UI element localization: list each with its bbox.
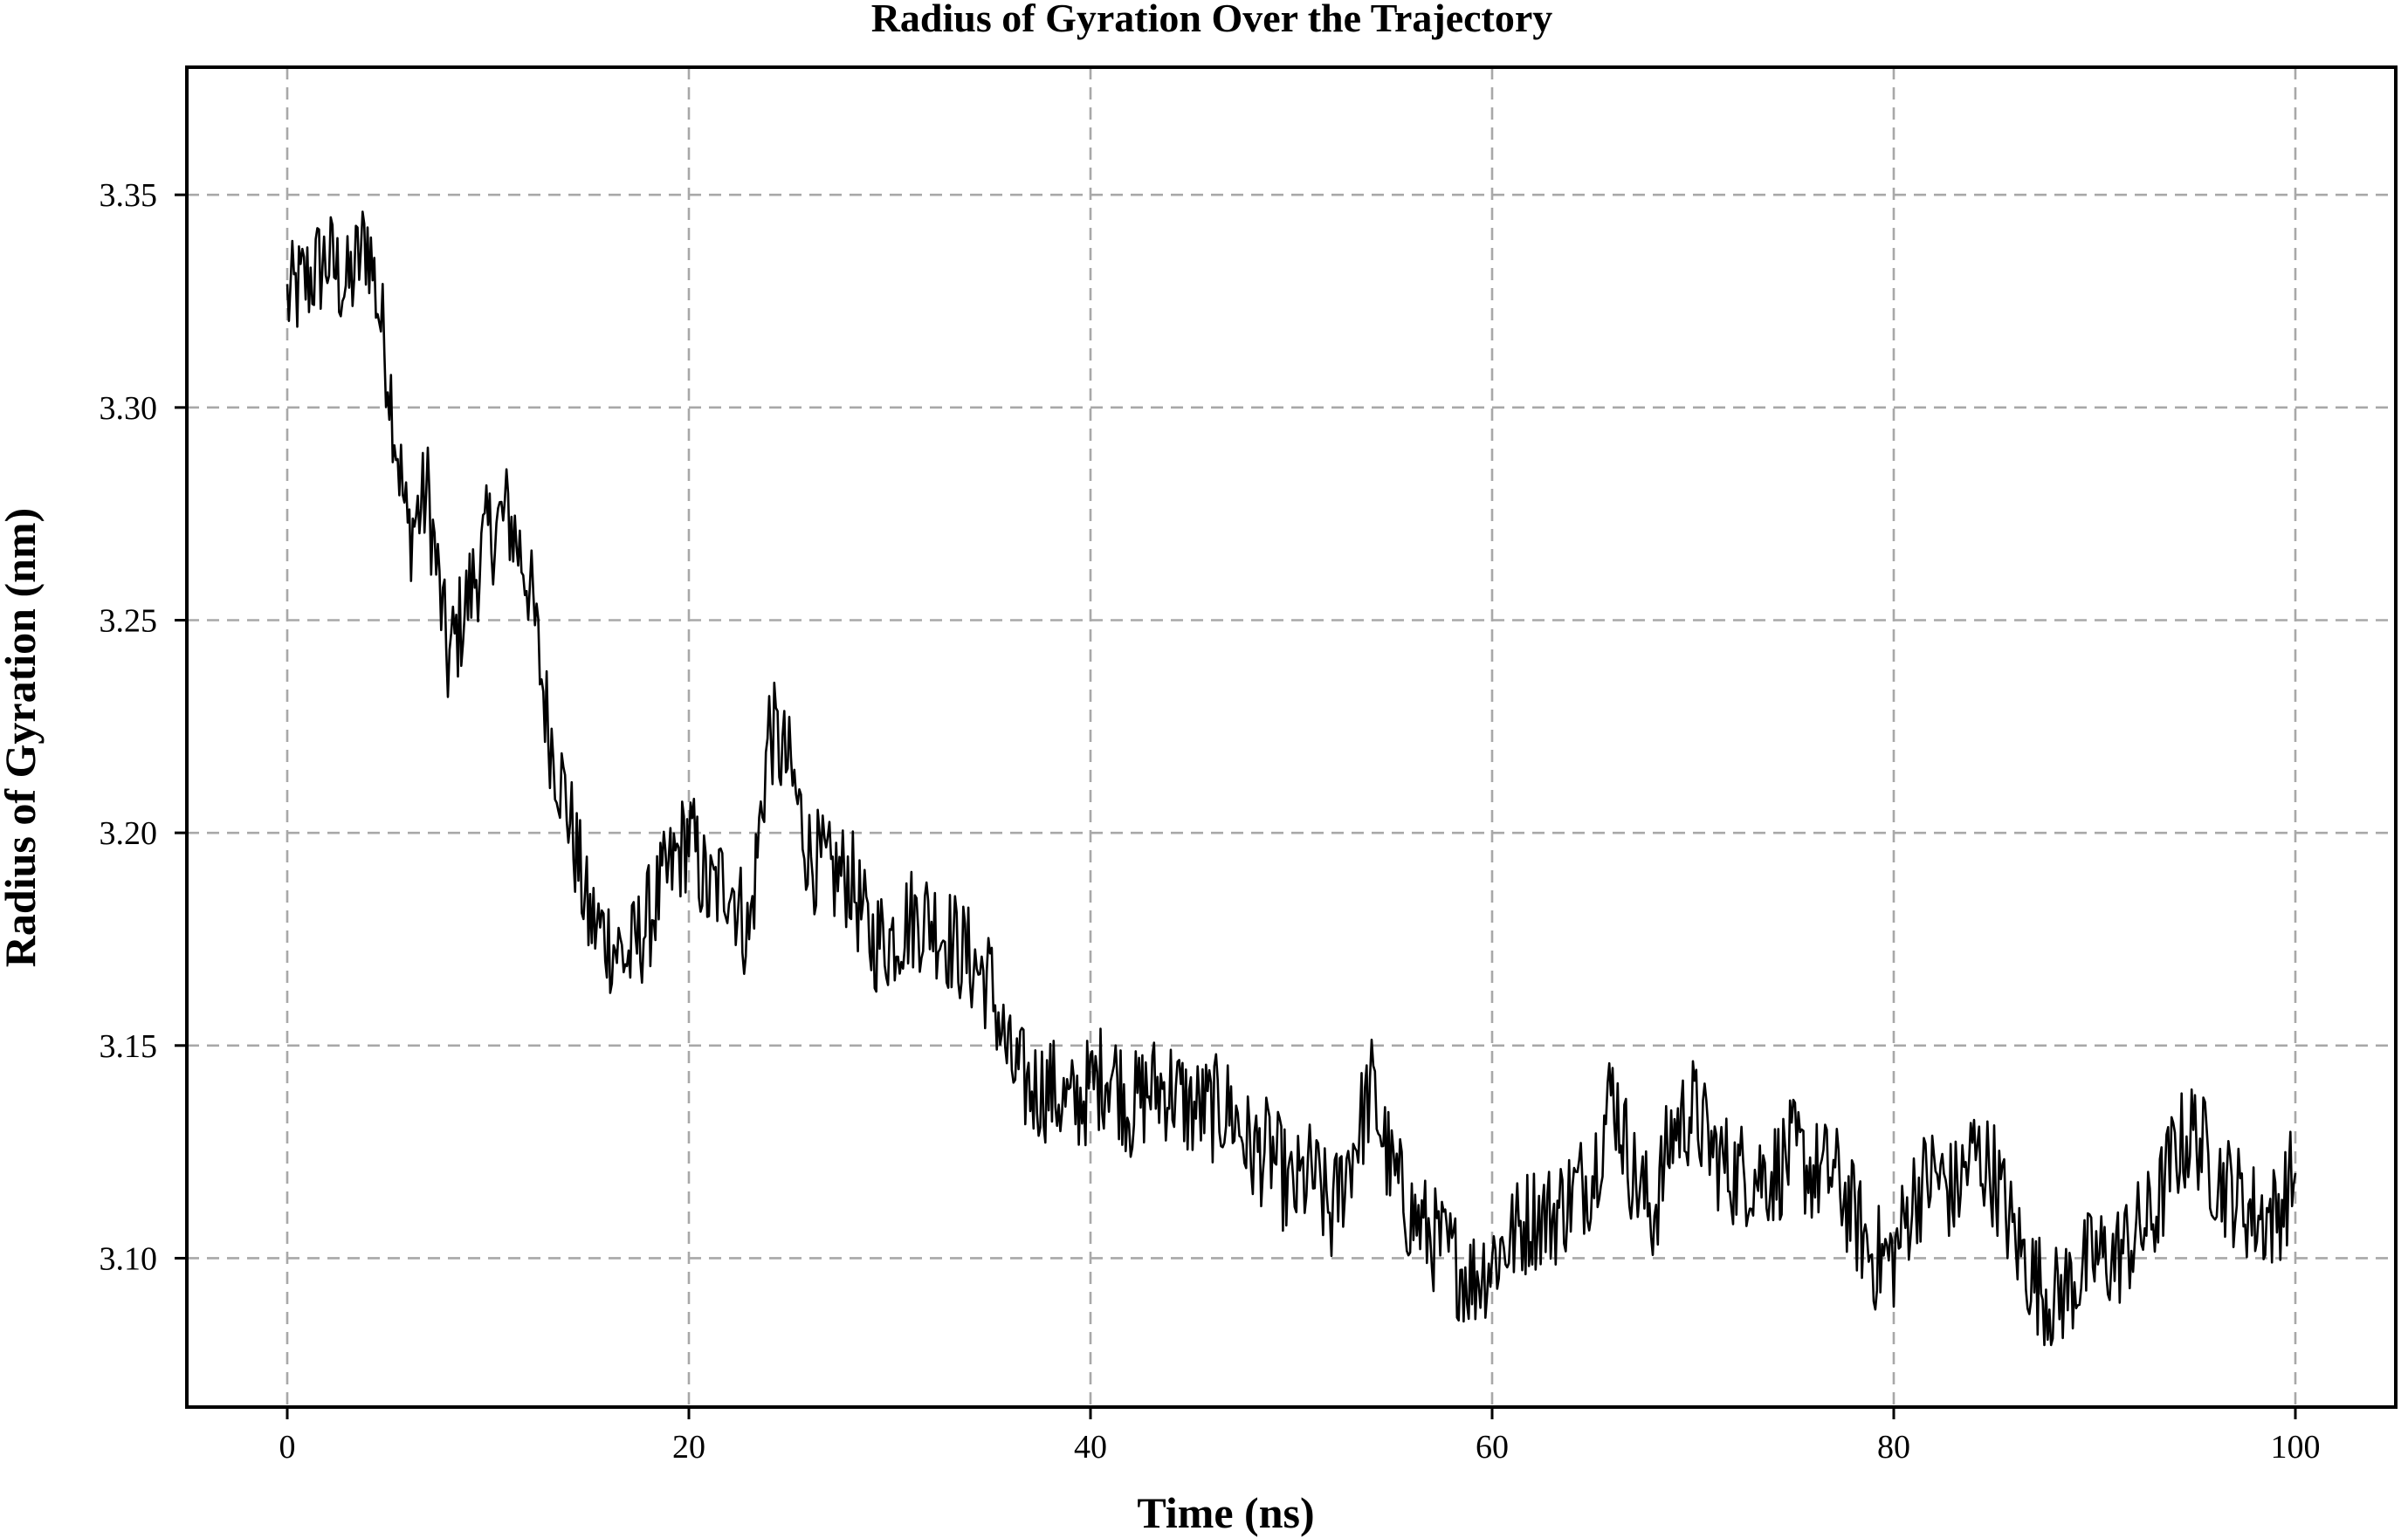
x-tick-label: 40 [1074,1429,1107,1466]
y-tick-label: 3.35 [100,177,158,214]
y-tick-label: 3.30 [100,390,158,427]
x-tick-label: 0 [279,1429,296,1466]
grid-lines [187,67,2396,1407]
x-axis-label: Time (ns) [1137,1488,1314,1537]
y-tick-label: 3.15 [100,1028,158,1065]
y-tick-label: 3.20 [100,815,158,852]
y-tick-label: 3.10 [100,1240,158,1277]
x-tick-label: 100 [2271,1429,2321,1466]
x-tick-label: 20 [672,1429,705,1466]
chart-title: Radius of Gyration Over the Trajectory [871,0,1553,40]
x-tick-label: 60 [1476,1429,1509,1466]
y-axis-label: Radius of Gyration (nm) [0,508,45,967]
plot-frame [185,65,2398,1409]
x-tick-labels: 0 20 40 60 80 100 [279,1429,2321,1466]
y-tick-labels: 3.10 3.15 3.20 3.25 3.30 3.35 [100,177,158,1277]
tick-marks [175,193,2297,1419]
rg-series-line [286,210,2297,1347]
x-tick-label: 80 [1877,1429,1910,1466]
y-tick-label: 3.25 [100,602,158,639]
